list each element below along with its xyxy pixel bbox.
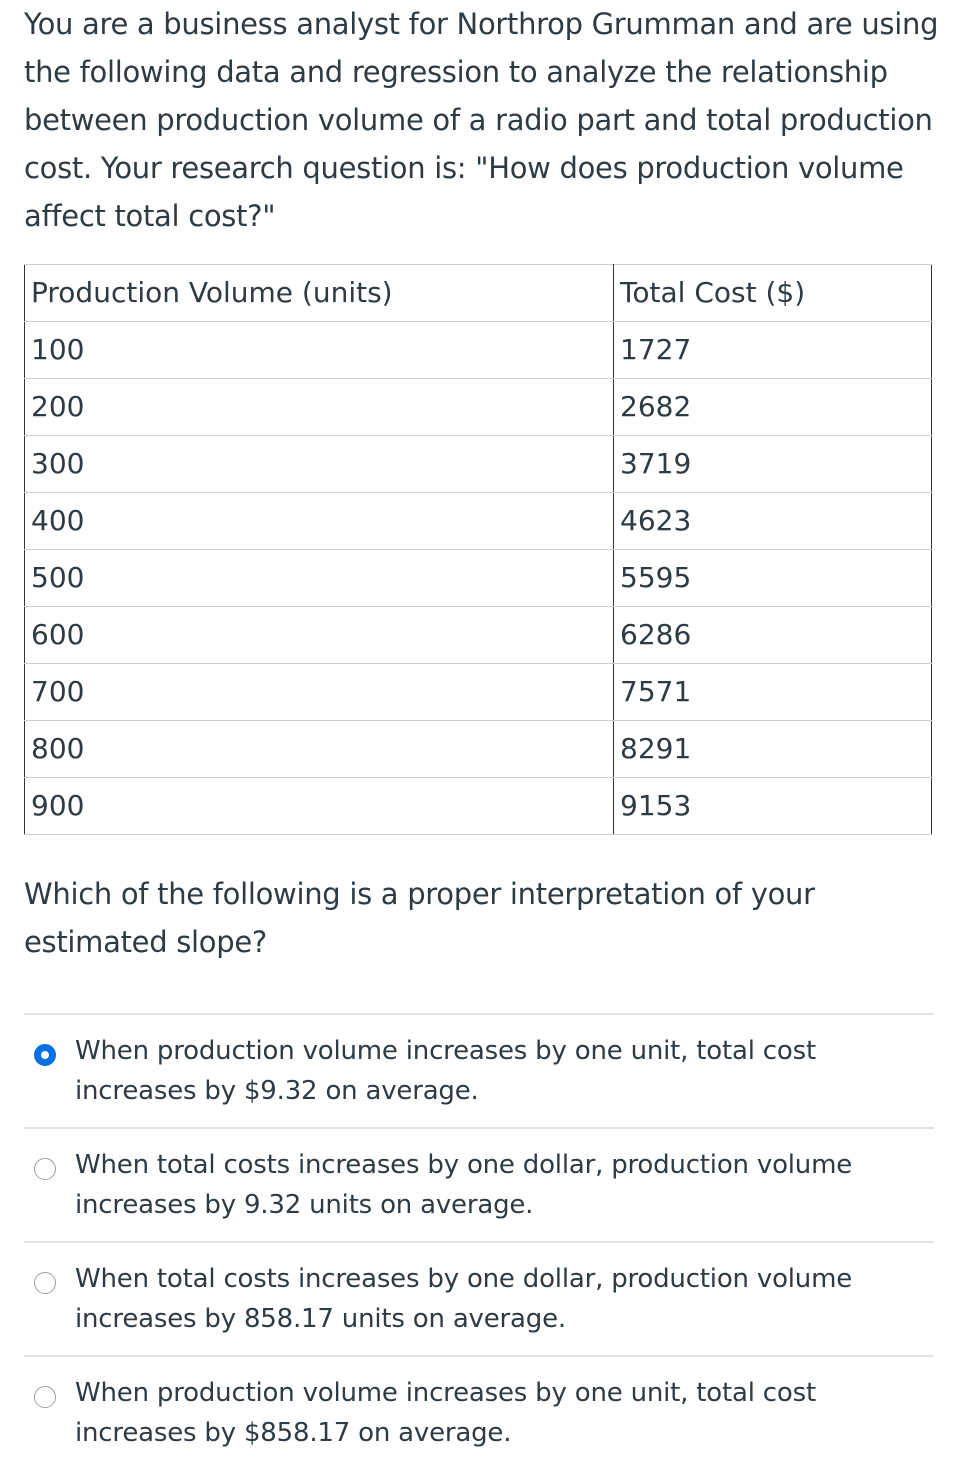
cell-cost: 2682	[613, 378, 932, 436]
cell-volume: 700	[24, 663, 615, 721]
cell-volume: 500	[24, 549, 615, 607]
cell-cost: 3719	[613, 435, 932, 493]
answer-option-3[interactable]: When total costs increases by one dollar…	[24, 1241, 934, 1355]
cell-cost: 4623	[613, 492, 932, 550]
data-table: Production Volume (units) Total Cost ($)…	[24, 264, 932, 835]
table-row: 500 5595	[24, 549, 932, 607]
cell-cost: 1727	[613, 321, 932, 379]
answer-option-4[interactable]: When production volume increases by one …	[24, 1355, 934, 1475]
table-row: 900 9153	[24, 777, 932, 835]
answer-option-label[interactable]: When production volume increases by one …	[75, 1036, 816, 1106]
table-row: 200 2682	[24, 378, 932, 436]
question-intro: You are a business analyst for Northrop …	[24, 7, 939, 233]
answer-option-1[interactable]: When production volume increases by one …	[24, 1013, 934, 1127]
table-row: 100 1727	[24, 321, 932, 379]
cell-cost: 6286	[613, 606, 932, 664]
answer-option-label[interactable]: When total costs increases by one dollar…	[75, 1150, 852, 1220]
answer-option-2[interactable]: When total costs increases by one dollar…	[24, 1127, 934, 1241]
table-row: 800 8291	[24, 720, 932, 778]
cell-volume: 100	[24, 321, 615, 379]
table-row: 300 3719	[24, 435, 932, 493]
question-prompt: Which of the following is a proper inter…	[24, 877, 815, 959]
table-header-row: Production Volume (units) Total Cost ($)	[24, 264, 932, 322]
cell-volume: 200	[24, 378, 615, 436]
table-row: 600 6286	[24, 606, 932, 664]
header-total-cost: Total Cost ($)	[613, 264, 932, 322]
radio-button[interactable]	[34, 1158, 56, 1180]
answer-option-label[interactable]: When production volume increases by one …	[75, 1378, 816, 1448]
radio-button-selected[interactable]	[34, 1044, 56, 1066]
table-row: 700 7571	[24, 663, 932, 721]
table-row: 400 4623	[24, 492, 932, 550]
cell-cost: 5595	[613, 549, 932, 607]
cell-volume: 400	[24, 492, 615, 550]
cell-volume: 300	[24, 435, 615, 493]
cell-volume: 600	[24, 606, 615, 664]
cell-cost: 9153	[613, 777, 932, 835]
answer-options: When production volume increases by one …	[24, 1013, 934, 1475]
header-production-volume: Production Volume (units)	[24, 264, 615, 322]
cell-volume: 800	[24, 720, 615, 778]
cell-volume: 900	[24, 777, 615, 835]
cell-cost: 7571	[613, 663, 932, 721]
cell-cost: 8291	[613, 720, 932, 778]
answer-option-label[interactable]: When total costs increases by one dollar…	[75, 1264, 852, 1334]
radio-button[interactable]	[34, 1272, 56, 1294]
radio-button[interactable]	[34, 1386, 56, 1408]
